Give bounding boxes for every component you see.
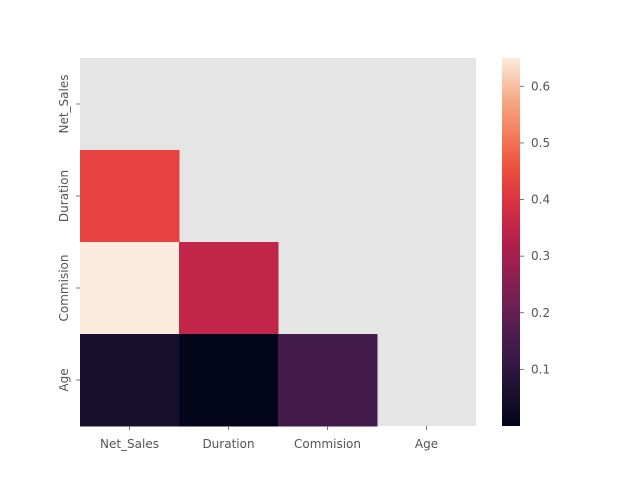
colorbar	[502, 58, 520, 426]
colorbar-tick-label: 0.4	[531, 193, 550, 207]
y-tick-label: Commision	[57, 255, 71, 322]
x-tick-label: Duration	[202, 437, 254, 451]
colorbar-tick-label: 0.1	[531, 362, 550, 376]
y-tick-label: Net_Sales	[57, 74, 71, 133]
heatmap-cell-Commision-Duration	[179, 242, 279, 335]
y-tick-label: Age	[57, 368, 71, 391]
colorbar-tick-label: 0.2	[531, 306, 550, 320]
colorbar-tick-label: 0.6	[531, 79, 550, 93]
heatmap-cells	[80, 150, 378, 427]
y-axis-ticks: Net_Sales Duration Commision Age	[57, 74, 80, 392]
colorbar-tick-label: 0.3	[531, 249, 550, 263]
heatmap-cell-Commision-Net_Sales	[80, 242, 180, 335]
x-axis-ticks: Net_Sales Duration Commision Age	[100, 426, 438, 451]
colorbar-tick-label: 0.5	[531, 136, 550, 150]
x-tick-label: Age	[415, 437, 438, 451]
heatmap-cell-Age-Duration	[179, 334, 279, 427]
x-tick-label: Commision	[294, 437, 361, 451]
x-tick-label: Net_Sales	[100, 437, 159, 451]
colorbar-ticks: 0.1 0.2 0.3 0.4 0.5 0.6	[520, 79, 550, 376]
heatmap-cell-Age-Net_Sales	[80, 334, 180, 427]
heatmap-cell-Duration-Net_Sales	[80, 150, 180, 243]
y-tick-label: Duration	[57, 170, 71, 222]
heatmap-cell-Age-Commision	[278, 334, 378, 427]
